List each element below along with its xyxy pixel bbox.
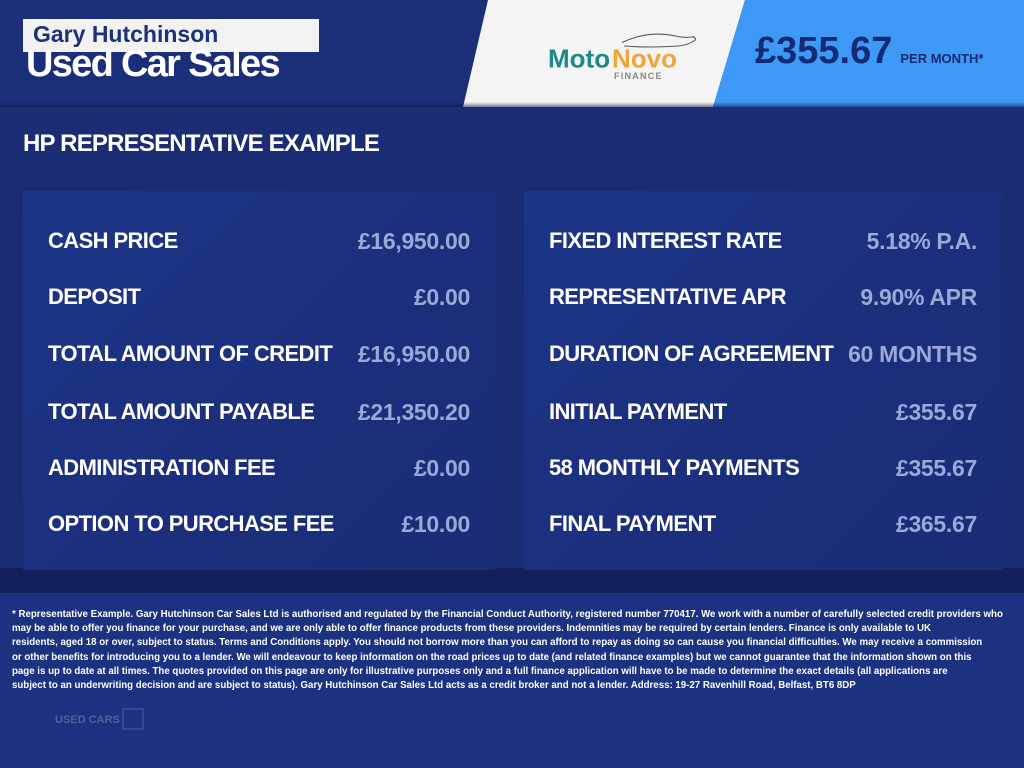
svg-text:FINANCE: FINANCE [614, 71, 663, 81]
svg-text:Novo: Novo [612, 44, 677, 74]
svg-text:Moto: Moto [548, 44, 610, 74]
svg-text:USED CARS: USED CARS [55, 714, 120, 726]
